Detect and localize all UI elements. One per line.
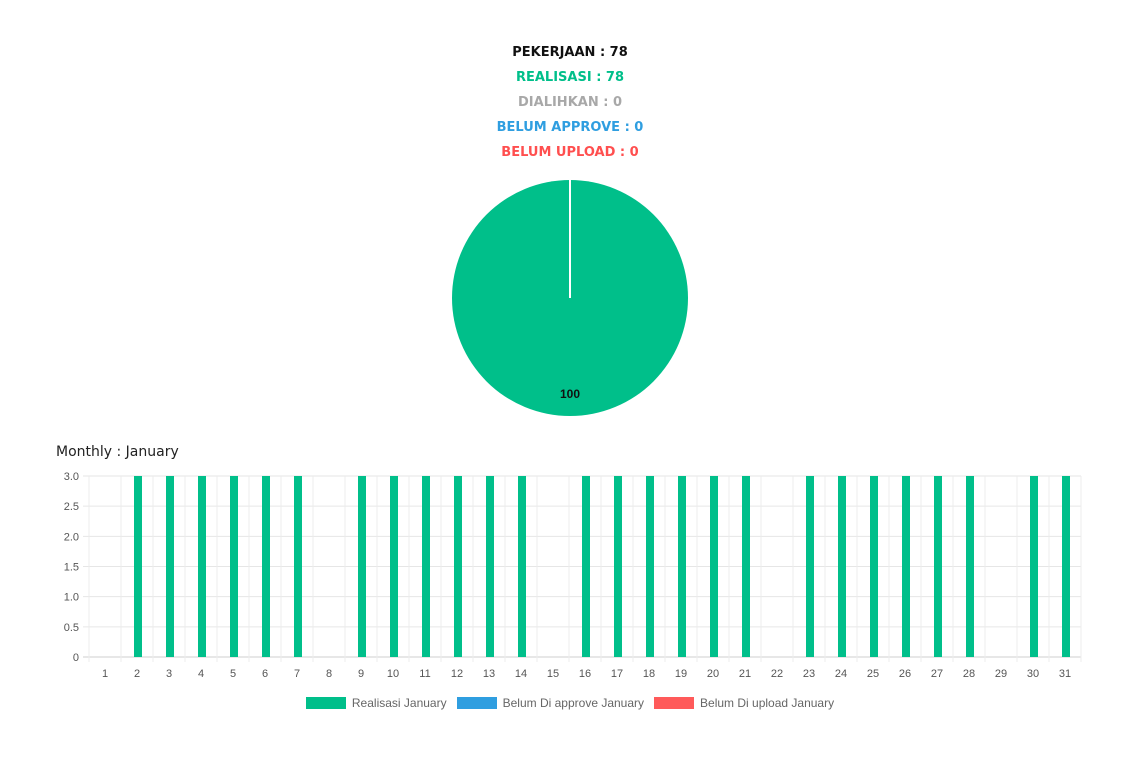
belum-approve-count: BELUM APPROVE : 0 bbox=[496, 120, 644, 135]
y-tick-label: 1.5 bbox=[64, 562, 79, 574]
x-tick-label: 6 bbox=[262, 668, 268, 680]
realisasi-count: REALISASI : 78 bbox=[515, 70, 625, 85]
x-tick-label: 24 bbox=[835, 668, 847, 680]
x-tick-label: 27 bbox=[931, 668, 943, 680]
bar-realisasi[interactable] bbox=[390, 476, 398, 657]
x-tick-label: 9 bbox=[358, 668, 364, 680]
monthly-bar-chart: 00.51.01.52.02.53.01 2 3 4 5 6 7 8 9 10 11 12 13 14 15… bbox=[64, 471, 1082, 680]
y-tick-label: 2.0 bbox=[64, 531, 79, 543]
x-tick-label: 5 bbox=[230, 668, 236, 680]
summary-panel: PEKERJAAN : 78 REALISASI : 78 DIALIHKAN … bbox=[0, 42, 1140, 167]
x-tick-label: 20 bbox=[707, 668, 719, 680]
x-tick-label: 31 bbox=[1059, 668, 1071, 680]
x-tick-label: 23 bbox=[803, 668, 815, 680]
x-tick-label: 16 bbox=[579, 668, 591, 680]
bar-realisasi[interactable] bbox=[166, 476, 174, 657]
legend-swatch-realisasi bbox=[305, 697, 346, 709]
x-tick-label: 19 bbox=[675, 668, 687, 680]
belum-upload-count: BELUM UPLOAD : 0 bbox=[501, 145, 639, 160]
x-tick-label: 12 bbox=[451, 668, 463, 680]
monthly-title: Monthly : January bbox=[56, 444, 179, 460]
x-tick-label: 7 bbox=[294, 668, 300, 680]
bar-realisasi[interactable] bbox=[966, 476, 974, 657]
x-tick-label: 30 bbox=[1027, 668, 1039, 680]
x-tick-label: 29 bbox=[995, 668, 1007, 680]
bar-realisasi[interactable] bbox=[198, 476, 206, 657]
bar-realisasi[interactable] bbox=[1030, 476, 1038, 657]
legend-label-belum-upload: Belum Di upload January bbox=[700, 696, 835, 710]
legend-item-belum-upload[interactable]: Belum Di upload January bbox=[654, 696, 834, 710]
y-tick-label: 0.5 bbox=[64, 622, 79, 634]
legend-swatch-belum-upload bbox=[654, 697, 695, 709]
x-tick-label: 15 bbox=[547, 668, 559, 680]
x-tick-label: 4 bbox=[198, 668, 204, 680]
x-tick-label: 21 bbox=[739, 668, 751, 680]
x-tick-label: 17 bbox=[611, 668, 623, 680]
legend-swatch-belum-approve bbox=[456, 697, 497, 709]
bar-realisasi[interactable] bbox=[422, 476, 430, 657]
y-tick-label: 3.0 bbox=[64, 471, 79, 483]
bar-realisasi[interactable] bbox=[646, 476, 654, 657]
bar-realisasi[interactable] bbox=[454, 476, 462, 657]
x-tick-label: 22 bbox=[771, 668, 783, 680]
pie-chart: 100 bbox=[452, 180, 688, 416]
x-tick-label: 14 bbox=[515, 668, 527, 680]
x-tick-label: 3 bbox=[166, 668, 172, 680]
y-tick-label: 2.5 bbox=[64, 501, 79, 513]
legend-label-realisasi: Realisasi January bbox=[351, 696, 447, 710]
bar-realisasi[interactable] bbox=[294, 476, 302, 657]
x-tick-label: 25 bbox=[867, 668, 879, 680]
legend-item-realisasi[interactable]: Realisasi January bbox=[305, 696, 447, 710]
x-tick-label: 1 bbox=[102, 668, 108, 680]
legend-item-belum-approve[interactable]: Belum Di approve January bbox=[456, 696, 645, 710]
legend-label-belum-approve: Belum Di approve January bbox=[502, 696, 645, 710]
bar-realisasi[interactable] bbox=[870, 476, 878, 657]
bar-realisasi[interactable] bbox=[230, 476, 238, 657]
bar-realisasi[interactable] bbox=[486, 476, 494, 657]
bar-realisasi[interactable] bbox=[710, 476, 718, 657]
x-tick-label: 28 bbox=[963, 668, 975, 680]
x-tick-label: 18 bbox=[643, 668, 655, 680]
bar-realisasi[interactable] bbox=[1062, 476, 1070, 657]
x-tick-label: 2 bbox=[134, 668, 140, 680]
x-tick-label: 10 bbox=[387, 668, 399, 680]
dialihkan-count: DIALIHKAN : 0 bbox=[518, 95, 622, 110]
x-tick-label: 8 bbox=[326, 668, 332, 680]
bar-realisasi[interactable] bbox=[838, 476, 846, 657]
pie-data-label: 100 bbox=[560, 387, 580, 401]
bar-realisasi[interactable] bbox=[806, 476, 814, 657]
bar-realisasi[interactable] bbox=[902, 476, 910, 657]
y-tick-label: 1.0 bbox=[64, 592, 79, 604]
bar-realisasi[interactable] bbox=[934, 476, 942, 657]
bar-realisasi[interactable] bbox=[518, 476, 526, 657]
bar-realisasi[interactable] bbox=[582, 476, 590, 657]
x-tick-label: 26 bbox=[899, 668, 911, 680]
bar-realisasi[interactable] bbox=[742, 476, 750, 657]
y-tick-label: 0 bbox=[73, 652, 79, 664]
bar-chart-legend: Realisasi January Belum Di approve Janua… bbox=[0, 696, 1140, 710]
bar-realisasi[interactable] bbox=[614, 476, 622, 657]
bar-realisasi[interactable] bbox=[134, 476, 142, 657]
x-tick-label: 11 bbox=[419, 668, 430, 680]
bar-realisasi[interactable] bbox=[678, 476, 686, 657]
bar-realisasi[interactable] bbox=[358, 476, 366, 657]
pekerjaan-count: PEKERJAAN : 78 bbox=[512, 45, 628, 60]
bar-realisasi[interactable] bbox=[262, 476, 270, 657]
x-tick-label: 13 bbox=[483, 668, 495, 680]
